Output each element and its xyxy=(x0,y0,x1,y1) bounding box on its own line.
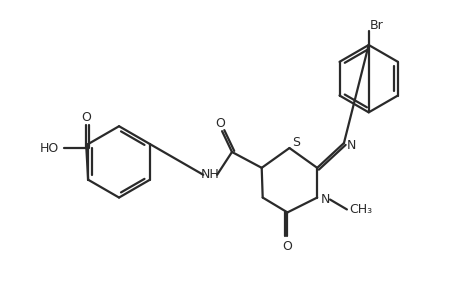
Text: N: N xyxy=(347,139,356,152)
Text: CH₃: CH₃ xyxy=(348,203,371,216)
Text: Br: Br xyxy=(369,19,383,32)
Text: S: S xyxy=(292,136,300,148)
Text: O: O xyxy=(81,111,91,124)
Text: HO: HO xyxy=(40,142,59,154)
Text: O: O xyxy=(282,240,292,253)
Text: N: N xyxy=(320,193,329,206)
Text: O: O xyxy=(215,117,224,130)
Text: NH: NH xyxy=(201,168,219,181)
